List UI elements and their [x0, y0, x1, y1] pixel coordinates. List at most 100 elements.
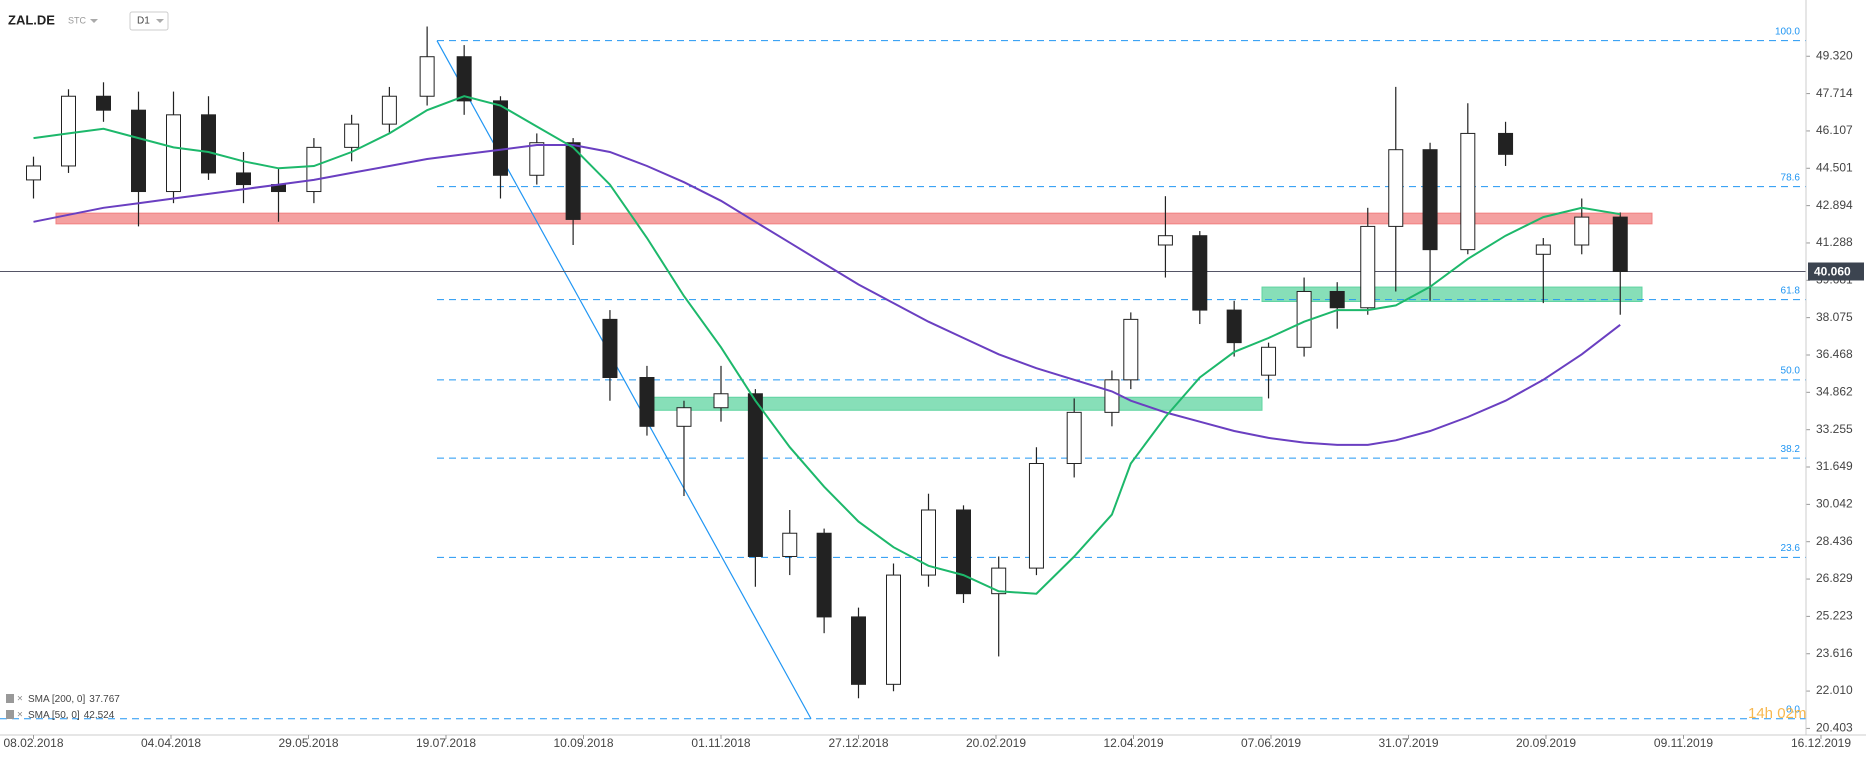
candle-body [131, 109, 146, 193]
candle-body [1123, 318, 1139, 381]
zone [647, 396, 1263, 411]
candle-body [529, 142, 545, 176]
candle-body [565, 142, 581, 220]
y-tick-label: 26.829 [1816, 571, 1853, 585]
y-tick-label: 46.107 [1816, 123, 1853, 137]
x-tick-label: 09.11.2019 [1654, 736, 1713, 750]
zone [55, 212, 1653, 225]
legend-close: × [17, 694, 23, 705]
sma-line [33, 95, 1621, 595]
fib-label: 23.6 [1781, 543, 1801, 554]
x-tick-label: 12.04.2019 [1103, 736, 1163, 750]
dropdown-arrow[interactable] [156, 19, 164, 23]
candle-body [886, 574, 901, 685]
candle-body [456, 56, 472, 102]
legend-icon [6, 694, 14, 703]
candle-body [344, 123, 360, 148]
legend-name: SMA [50, 0] [28, 710, 80, 721]
y-tick-label: 25.223 [1816, 609, 1853, 623]
last-price-badge [1808, 262, 1864, 281]
candle-body [306, 146, 322, 193]
candle-body [1226, 309, 1242, 344]
y-tick-label: 36.468 [1816, 347, 1853, 361]
instrument: ZAL.DE [8, 12, 55, 27]
fib-label: 61.8 [1781, 285, 1801, 296]
timer: 14h 02m [1748, 705, 1806, 722]
candle-body [1329, 290, 1345, 309]
candle-body [201, 114, 216, 174]
legend-value: 37.767 [89, 694, 120, 705]
candle-body [236, 172, 251, 186]
y-tick-label: 49.320 [1816, 48, 1853, 62]
fib-label: 50.0 [1781, 365, 1801, 376]
market[interactable]: STC [68, 15, 87, 25]
x-tick-label: 19.07.2018 [416, 736, 476, 750]
fib-label: 78.6 [1781, 172, 1801, 183]
candle-body [1388, 149, 1404, 227]
fib-label: 38.2 [1781, 444, 1801, 455]
legend: × SMA [200, 0] 37.767 × SMA [50, 0] 42.524 [6, 694, 120, 721]
candle-body [956, 509, 971, 595]
y-tick-label: 20.403 [1816, 721, 1853, 735]
legend-icon [6, 710, 14, 719]
candle-body [676, 407, 692, 427]
x-tick-label: 27.12.2018 [828, 736, 888, 750]
candle-body [381, 95, 397, 125]
candle-body [816, 532, 832, 618]
candle-body [419, 56, 435, 97]
candle-body [1460, 132, 1476, 251]
candle-body [166, 114, 181, 193]
candle-body [1192, 235, 1208, 311]
legend-entry: SMA [200, 0] 37.767 [28, 694, 120, 705]
candle-body [1360, 225, 1376, 309]
x-tick-label: 04.04.2018 [141, 736, 201, 750]
candle-body [96, 95, 111, 111]
candle-body [26, 165, 41, 181]
legend-name: SMA [200, 0] [28, 694, 85, 705]
x-tick-label: 20.02.2019 [966, 736, 1026, 750]
candle-body [747, 393, 763, 557]
x-tick-label: 07.06.2019 [1241, 736, 1301, 750]
candle-body [991, 567, 1007, 595]
interval-box[interactable] [129, 11, 169, 31]
x-tick-label: 29.05.2018 [278, 736, 338, 750]
fib-label: 0.0 [1786, 704, 1800, 715]
y-tick-label: 31.649 [1816, 459, 1853, 473]
y-tick-label: 30.042 [1816, 497, 1853, 511]
fib-label: 100.0 [1775, 26, 1800, 37]
header: ZAL.DE STC D1 [8, 11, 169, 31]
candle-body [61, 95, 76, 167]
y-tick-label: 41.288 [1816, 235, 1853, 249]
legend-value: 42.524 [84, 710, 115, 721]
candle-body [851, 616, 866, 685]
dropdown-arrow[interactable] [90, 19, 98, 23]
zone [1261, 286, 1643, 302]
y-tick-label: 38.075 [1816, 310, 1853, 324]
legend-close: × [17, 710, 23, 721]
y-tick-label: 34.862 [1816, 384, 1853, 398]
y-tick-label: 23.616 [1816, 646, 1853, 660]
candle-body [782, 532, 798, 557]
candle-body [1535, 244, 1551, 255]
x-tick-label: 08.02.2018 [3, 736, 63, 750]
candle-body [1422, 149, 1438, 251]
x-tick-label: 10.09.2018 [553, 736, 613, 750]
y-tick-label: 33.255 [1816, 422, 1853, 436]
y-tick-label: 28.436 [1816, 534, 1853, 548]
candle-body [921, 509, 936, 576]
candle-body [602, 318, 618, 378]
x-tick-label: 01.11.2018 [691, 736, 750, 750]
candle-body [1104, 379, 1120, 413]
y-tick-label: 42.894 [1816, 198, 1853, 212]
candle-body [1261, 346, 1277, 376]
x-tick-label: 31.07.2019 [1378, 736, 1438, 750]
candle-body [1028, 463, 1044, 569]
candle-body [1498, 132, 1514, 155]
candle-body [1574, 216, 1590, 246]
interval[interactable]: D1 [137, 16, 150, 27]
y-tick-label: 22.010 [1816, 683, 1853, 697]
